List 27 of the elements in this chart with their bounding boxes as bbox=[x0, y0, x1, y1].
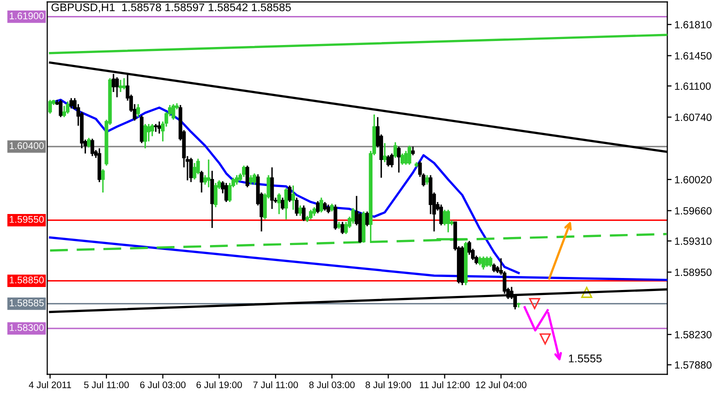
x-tick-label: 8 Jul 19:00 bbox=[366, 381, 412, 388]
y-tick-label: 1.59660 bbox=[675, 207, 712, 215]
x-tick-label: 11 Jul 12:00 bbox=[420, 381, 470, 388]
y-tick-label: 1.61810 bbox=[675, 20, 712, 28]
ref-line-label: 1.60400 bbox=[10, 142, 44, 150]
y-tick-label: 1.61100 bbox=[675, 82, 711, 90]
y-tick-label: 1.58950 bbox=[675, 268, 712, 276]
y-tick-label: 1.57880 bbox=[675, 361, 712, 369]
chart-title: GBPUSD,H1 1.58578 1.58597 1.58542 1.58585 bbox=[52, 3, 291, 13]
ref-line-label: 1.59550 bbox=[10, 216, 44, 223]
x-tick-label: 7 Jul 11:00 bbox=[253, 381, 298, 388]
ref-line-label: 1.61900 bbox=[10, 12, 44, 20]
y-tick-label: 1.59310 bbox=[675, 237, 712, 245]
y-tick-label: 1.60740 bbox=[675, 114, 712, 122]
ref-line-label: 1.58850 bbox=[10, 276, 44, 284]
y-tick-label: 1.58230 bbox=[675, 330, 712, 338]
x-tick-label: 4 Jul 2011 bbox=[28, 381, 72, 388]
x-tick-label: 6 Jul 19:00 bbox=[196, 381, 242, 388]
y-tick-label: 1.61450 bbox=[675, 52, 712, 60]
ref-line-label: 1.58585 bbox=[10, 299, 44, 306]
annotation: 1.5555 bbox=[568, 354, 602, 362]
x-tick-label: 6 Jul 03:00 bbox=[140, 381, 186, 388]
x-tick-label: 12 Jul 04:00 bbox=[476, 381, 526, 388]
y-tick-label: 1.60020 bbox=[675, 176, 712, 184]
ref-line-label: 1.58300 bbox=[10, 324, 44, 332]
x-tick-label: 8 Jul 03:00 bbox=[309, 381, 355, 388]
x-tick-label: 5 Jul 11:00 bbox=[84, 381, 129, 388]
